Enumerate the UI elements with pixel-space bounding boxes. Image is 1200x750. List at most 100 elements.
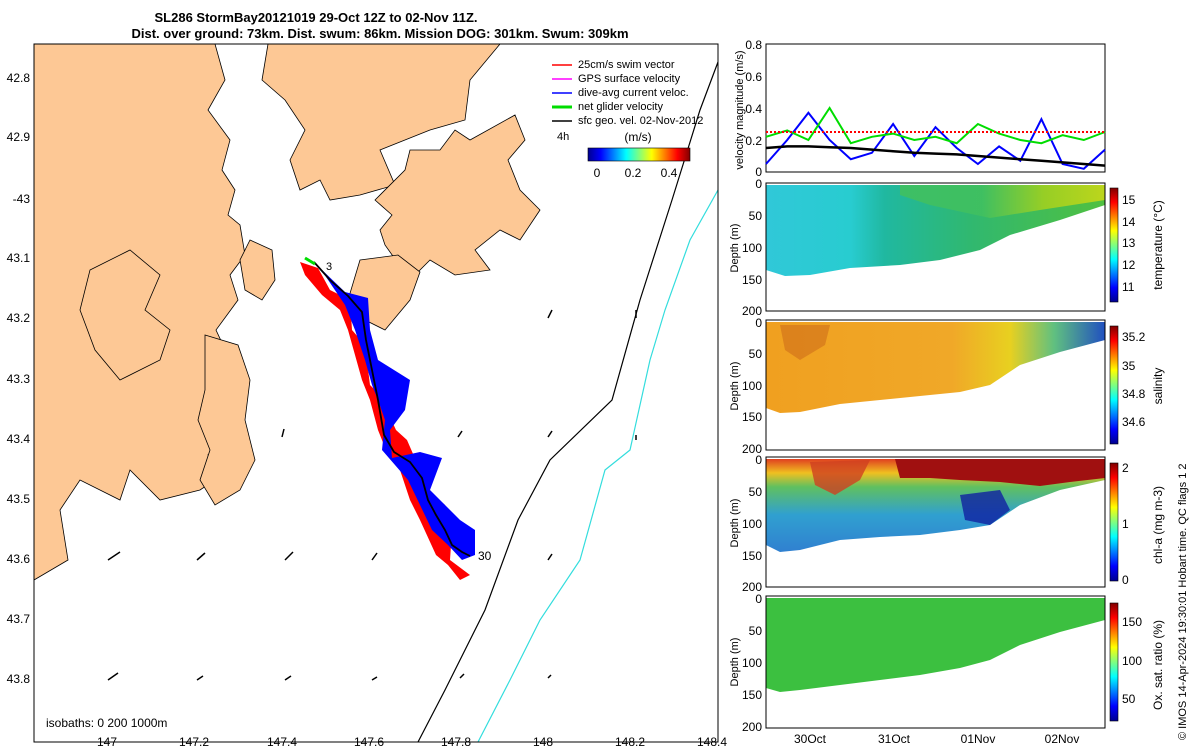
map-xtick-5: 148: [533, 735, 553, 749]
chl-cbar-label: chl-a (mg m-3): [1151, 486, 1165, 564]
legend-dive-avg: dive-avg current veloc.: [578, 87, 689, 99]
sal-colorbar: [1109, 325, 1119, 445]
title-line-2: Dist. over ground: 73km. Dist. swum: 86k…: [131, 26, 628, 41]
map-frame: [33, 43, 719, 743]
map-legend: 25cm/s swim vector GPS surface velocity …: [552, 59, 703, 180]
map-ytick-5: 43.3: [7, 372, 31, 386]
temp-ylabel: Depth (m): [729, 224, 741, 273]
sal-cbar-tick-1: 35: [1122, 359, 1136, 373]
map-ytick-10: 43.8: [7, 672, 31, 686]
temp-ytick-3: 150: [742, 273, 762, 287]
land-bruny-south: [197, 334, 256, 506]
ox-ylabel: Depth (m): [729, 638, 741, 687]
legend-swim: 25cm/s swim vector: [578, 59, 675, 71]
temp-ytick-2: 100: [742, 241, 762, 255]
time-tick-0: 30Oct: [794, 732, 827, 746]
track-end-label: 30: [478, 549, 492, 563]
velocity-series-3: [765, 145, 1106, 167]
velocity-frame: [765, 43, 1106, 173]
velocity-panel: 0.8 0.6 0.4 0.2 0 velocity magnitude (m/…: [734, 38, 1106, 179]
temperature-surface-warm: [900, 185, 1105, 218]
legend-sfc-geo: sfc geo. vel. 02-Nov-2012: [578, 115, 703, 127]
temp-ytick-4: 200: [742, 304, 762, 318]
chla-surface-max: [895, 459, 1105, 486]
glider-track-line: [313, 261, 471, 557]
vel-ytick-2: 0.4: [745, 102, 762, 116]
ox-cbar-tick-2: 50: [1122, 692, 1136, 706]
map-xtick-2: 147.4: [267, 735, 297, 749]
temp-cbar-tick-4: 11: [1122, 280, 1135, 294]
sal-ytick-2: 100: [742, 379, 762, 393]
legend-net-glider: net glider velocity: [578, 101, 663, 113]
temp-cbar-label: temperature (°C): [1151, 200, 1165, 290]
sal-cbar-tick-0: 35.2: [1122, 330, 1146, 344]
map-colorbar-tick-0: 0: [594, 166, 601, 180]
sal-ytick-1: 50: [749, 347, 763, 361]
map-xtick-6: 148.2: [615, 735, 645, 749]
legend-time-label: 4h: [557, 131, 569, 143]
current-vector-cloud: [320, 268, 475, 560]
map-axes: 147 147.2 147.4 147.6 147.8 148 148.2 14…: [7, 71, 728, 749]
temp-ytick-0: 0: [755, 177, 762, 191]
time-tick-1: 31Oct: [878, 732, 911, 746]
map-xtick-1: 147.2: [179, 735, 209, 749]
velocity-series-1: [765, 106, 1106, 145]
isobath-1000m: [477, 189, 718, 742]
vel-ytick-3: 0.6: [745, 70, 762, 84]
ox-ytick-4: 200: [742, 720, 762, 734]
ox-ytick-3: 150: [742, 688, 762, 702]
temp-cbar-tick-1: 14: [1122, 215, 1136, 229]
ox-ytick-1: 50: [749, 624, 763, 638]
temperature-panel: 0 50 100 150 200 Depth (m) 15 14 13 12 1…: [729, 177, 1165, 318]
map-xtick-7: 148.4: [697, 735, 727, 749]
land-derwent: [79, 249, 171, 381]
time-tick-2: 01Nov: [961, 732, 996, 746]
track-start-label: 3: [326, 261, 332, 273]
salinity-panel: 0 50 100 150 200 Depth (m) 35.2 35 34.8 …: [729, 316, 1165, 456]
vel-ylabel: velocity magnitude (m/s): [734, 50, 746, 169]
chl-cbar-tick-2: 0: [1122, 573, 1129, 587]
map-ytick-3: 43.1: [7, 251, 31, 265]
vel-ytick-1: 0.2: [745, 134, 762, 148]
map-xtick-4: 147.8: [441, 735, 471, 749]
credit-text: © IMOS 14-Apr-2024 19:30:01 Hobart time.…: [1177, 463, 1189, 740]
map-ytick-0: 42.8: [7, 71, 31, 85]
sal-ytick-4: 200: [742, 442, 762, 456]
salinity-field: [766, 322, 1105, 413]
chla-patch: [810, 460, 870, 495]
legend-gps: GPS surface velocity: [578, 73, 681, 85]
map-colorbar-tick-2: 0.4: [661, 166, 678, 180]
vel-ytick-4: 0.8: [745, 38, 762, 52]
land-peninsula-north: [261, 44, 501, 201]
chl-ytick-1: 50: [749, 485, 763, 499]
oxygen-panel: 0 50 100 150 200 Depth (m) 150 100 50 Ox…: [729, 592, 1165, 746]
map-colorbar-tick-1: 0.2: [625, 166, 642, 180]
map-xtick-3: 147.6: [354, 735, 384, 749]
chl-colorbar: [1109, 462, 1119, 582]
ox-cbar-tick-1: 100: [1122, 654, 1142, 668]
title-line-1: SL286 StormBay20121019 29-Oct 12Z to 02-…: [155, 10, 478, 25]
ox-cbar-tick-0: 150: [1122, 615, 1142, 629]
sfc-velocity-arrows: [107, 309, 637, 681]
temp-cbar-tick-2: 13: [1122, 236, 1136, 250]
map-colorbar: [587, 147, 691, 162]
chl-ytick-0: 0: [755, 453, 762, 467]
sal-ytick-0: 0: [755, 316, 762, 330]
map-ytick-7: 43.5: [7, 492, 31, 506]
map-xtick-0: 147: [97, 735, 117, 749]
isobaths-label: isobaths: 0 200 1000m: [46, 716, 167, 730]
sal-ylabel: Depth (m): [729, 362, 741, 411]
sal-cbar-tick-3: 34.6: [1122, 415, 1146, 429]
chl-cbar-tick-1: 1: [1122, 517, 1129, 531]
sal-cbar-tick-2: 34.8: [1122, 387, 1146, 401]
sal-ytick-3: 150: [742, 410, 762, 424]
ox-colorbar: [1109, 602, 1119, 722]
chla-low-patch: [960, 490, 1010, 525]
salinity-high-patch: [780, 325, 830, 360]
chl-cbar-tick-0: 2: [1122, 461, 1129, 475]
chla-panel: 0 50 100 150 200 Depth (m) 2 1 0 chl-a (…: [729, 453, 1165, 594]
temp-cbar-tick-0: 15: [1122, 193, 1136, 207]
ox-ytick-0: 0: [755, 592, 762, 606]
chl-ytick-3: 150: [742, 549, 762, 563]
